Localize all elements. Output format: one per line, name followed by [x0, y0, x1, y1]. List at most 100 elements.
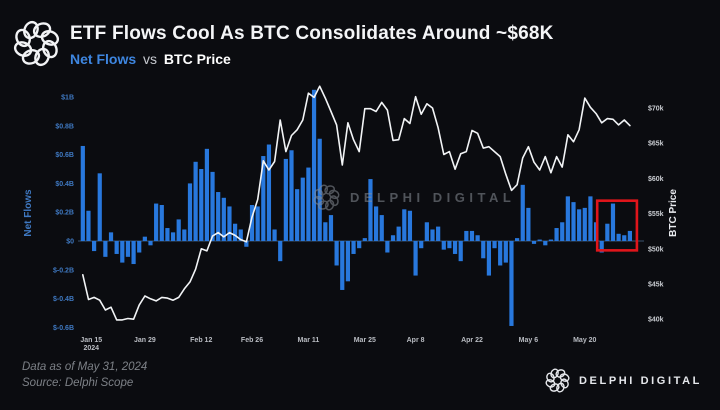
- net-flow-bar: [80, 145, 85, 241]
- net-flow-bar: [289, 150, 294, 241]
- net-flow-bar: [430, 229, 435, 241]
- knot-loop: [34, 47, 50, 67]
- net-flow-bar: [159, 205, 164, 241]
- net-flow-bar: [531, 241, 537, 244]
- net-flow-bar: [323, 222, 328, 241]
- left-axis-tick-label: $-0.2B: [53, 267, 74, 274]
- net-flow-bar: [278, 241, 283, 262]
- net-flow-bar: [379, 215, 384, 241]
- left-axis-tick-label: $-0.6B: [53, 325, 74, 332]
- knot-loop: [549, 383, 560, 392]
- net-flow-bar: [543, 241, 548, 246]
- left-axis-tick-label: $0.6B: [55, 152, 74, 159]
- net-flow-bar: [137, 241, 142, 253]
- legend-net-flows: Net Flows: [70, 50, 137, 67]
- net-flow-bar: [311, 89, 317, 241]
- net-flow-bar: [627, 230, 632, 241]
- x-axis-tick-label: May 6: [519, 337, 539, 344]
- net-flow-bar: [193, 161, 198, 241]
- net-flow-bar: [362, 238, 367, 241]
- net-flow-bar: [142, 236, 147, 241]
- delphi-digital-logo-icon: [545, 368, 570, 393]
- net-flow-bar: [588, 196, 593, 241]
- net-flow-bar: [187, 183, 193, 241]
- net-flow-bar: [481, 241, 486, 259]
- knot-loop: [40, 30, 60, 46]
- net-flow-bar: [396, 226, 401, 241]
- right-axis-tick-label: $40k: [648, 317, 664, 324]
- net-flow-bar: [599, 241, 604, 253]
- net-flow-bar: [249, 205, 255, 241]
- net-flow-bar: [475, 235, 480, 241]
- chart-legend: Net Flows vs BTC Price: [70, 51, 554, 67]
- net-flow-bar: [498, 241, 503, 266]
- net-flow-bar: [390, 235, 396, 241]
- net-flow-bar: [328, 215, 334, 241]
- net-flow-bar: [182, 229, 187, 241]
- net-flow-bar: [125, 241, 131, 257]
- net-flow-bar: [170, 232, 176, 241]
- knot-loop: [13, 41, 33, 57]
- net-flow-bar: [148, 241, 153, 246]
- net-flow-bar: [537, 239, 542, 241]
- knot-loop: [546, 372, 555, 383]
- right-axis-tick-label: $70k: [648, 106, 664, 113]
- net-flow-bar: [458, 241, 463, 262]
- net-flow-bar: [515, 238, 520, 241]
- net-flow-bar: [216, 192, 221, 241]
- net-flow-bar: [424, 222, 429, 241]
- legend-btc-price: BTC Price: [163, 50, 231, 67]
- header: ETF Flows Cool As BTC Consolidates Aroun…: [13, 20, 554, 67]
- net-flow-bar: [317, 138, 322, 241]
- right-axis-title: BTC Price: [668, 189, 679, 237]
- net-flow-bar: [221, 197, 226, 241]
- net-flow-bar: [210, 171, 215, 241]
- net-flow-bar: [605, 223, 610, 241]
- net-flow-bar: [503, 241, 508, 263]
- knot-loop: [23, 20, 39, 40]
- net-flow-bar: [402, 209, 407, 241]
- footer-source-block: Data as of May 31, 2024 Source: Delphi S…: [22, 360, 147, 391]
- delphi-knot-logo-icon: [13, 20, 60, 67]
- knot-loop: [15, 28, 31, 48]
- net-flow-bar: [131, 241, 136, 265]
- net-flow-bar: [345, 241, 350, 282]
- right-axis-tick-label: $50k: [648, 246, 664, 253]
- net-flow-bar: [266, 144, 272, 241]
- x-axis-tick-label: Apr 22: [461, 337, 483, 344]
- net-flow-bar: [413, 241, 418, 276]
- knot-loop: [21, 49, 41, 65]
- right-axis-tick-label: $60k: [648, 176, 664, 183]
- right-axis-tick-label: $45k: [648, 282, 664, 289]
- net-flow-bar: [233, 223, 238, 241]
- net-flow-bar: [97, 173, 102, 241]
- x-axis-tick-label: Mar 11: [298, 337, 320, 344]
- knot-loop: [555, 369, 566, 378]
- net-flow-bar: [261, 156, 266, 241]
- x-axis-tick-label: Apr 8: [407, 337, 425, 344]
- net-flow-bar: [238, 229, 243, 241]
- net-flow-bar: [385, 241, 390, 253]
- net-flow-bar: [436, 226, 441, 241]
- left-axis-tick-label: $0: [66, 239, 74, 246]
- footer-brand-text: DELPHI DIGITAL: [579, 374, 702, 387]
- highlight-box: [595, 199, 639, 252]
- x-axis-tick-label: Mar 25: [354, 337, 376, 344]
- net-flow-bar: [272, 229, 277, 241]
- net-flow-bar: [283, 158, 288, 241]
- net-flow-bar: [419, 241, 424, 249]
- source-label: Source: Delphi Scope: [22, 376, 134, 389]
- net-flow-bar: [526, 207, 531, 241]
- left-axis-tick-label: $-0.4B: [53, 296, 74, 303]
- titles-block: ETF Flows Cool As BTC Consolidates Aroun…: [70, 20, 554, 67]
- net-flow-bar: [334, 241, 339, 266]
- left-axis-tick-label: $0.4B: [55, 181, 74, 188]
- net-flow-bar: [447, 241, 452, 249]
- net-flow-bar: [610, 203, 616, 241]
- net-flow-bar: [469, 230, 475, 241]
- net-flow-bar: [165, 228, 170, 241]
- net-flow-bar: [571, 202, 576, 241]
- knot-loop: [556, 382, 565, 393]
- left-axis-tick-label: $0.2B: [55, 210, 74, 217]
